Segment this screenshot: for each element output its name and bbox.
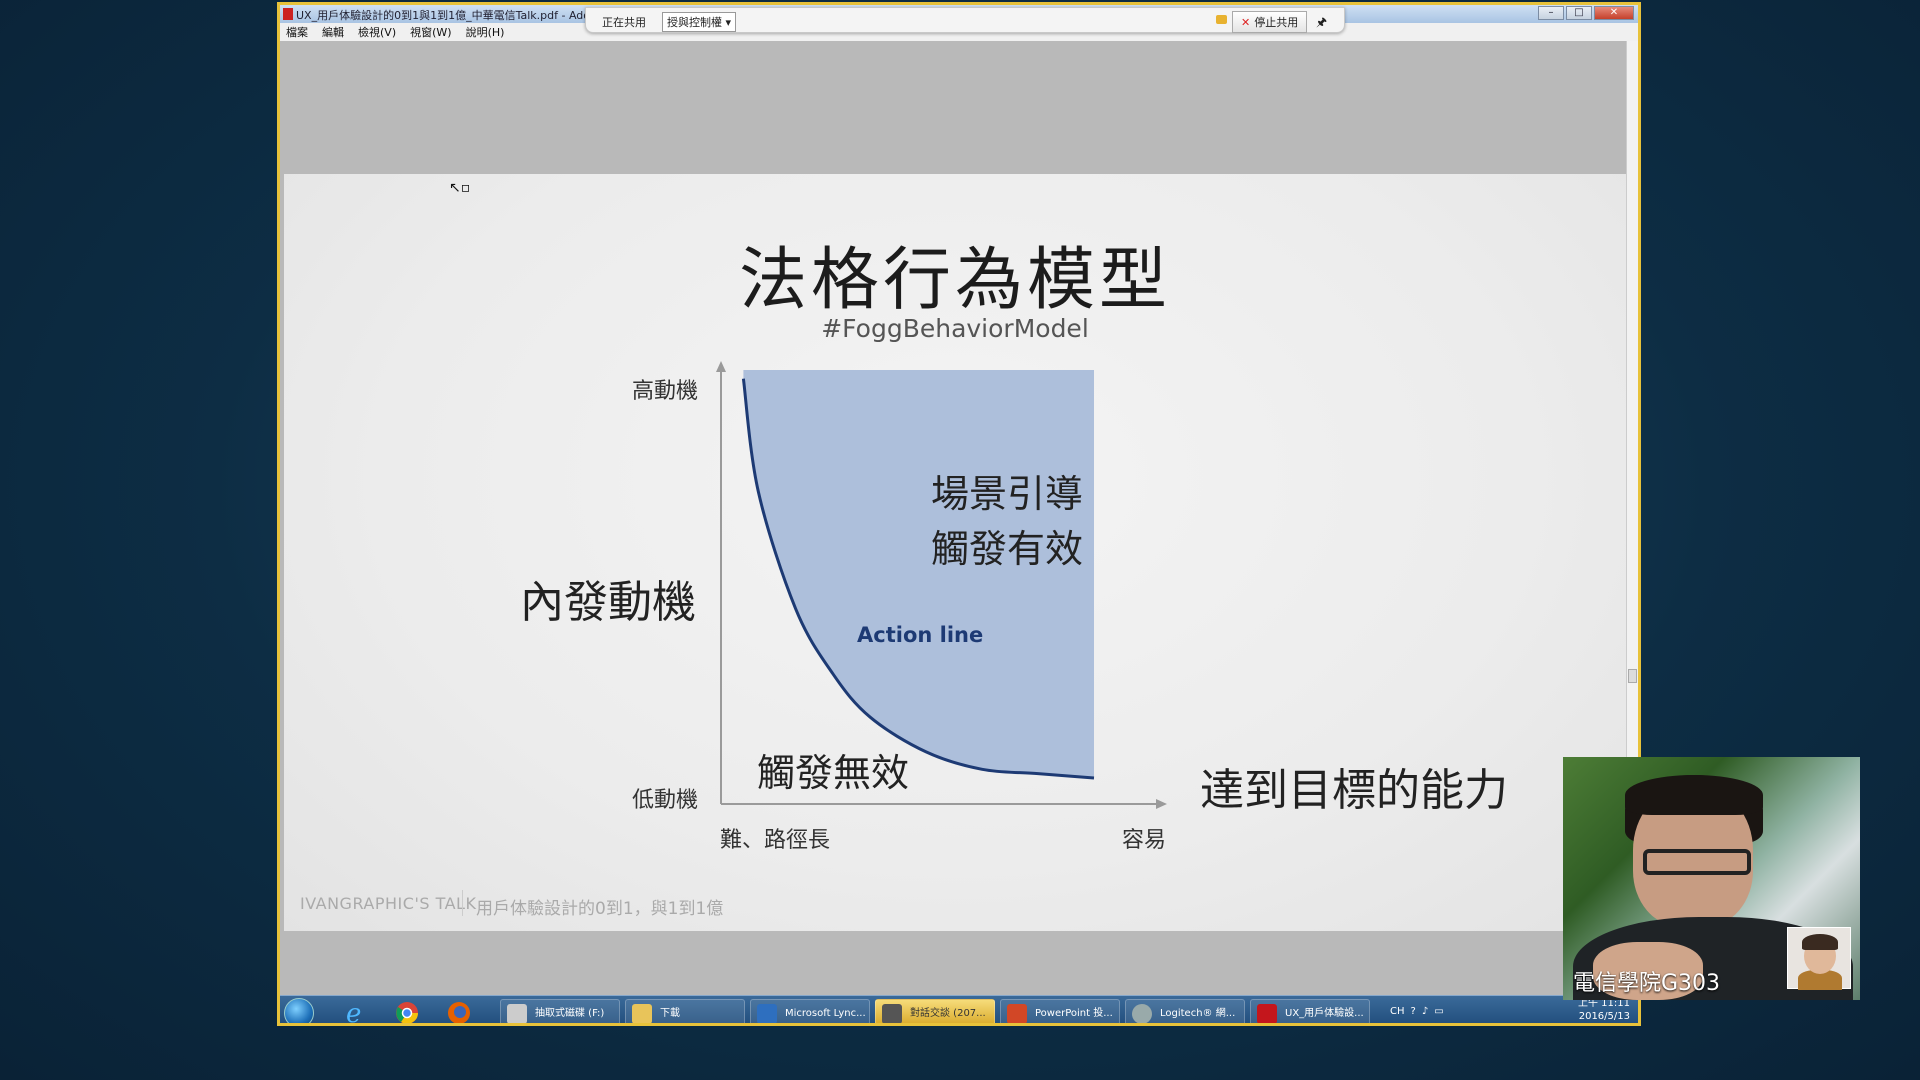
input-language[interactable]: CH xyxy=(1390,1006,1405,1017)
close-button[interactable]: ✕ xyxy=(1594,6,1634,20)
pdf-app-icon xyxy=(283,8,293,20)
upper-region-line2: 觸發有效 xyxy=(931,527,1084,571)
taskbar-item-conversation[interactable]: 對話交談 (207... xyxy=(875,999,995,1023)
ie-taskbar-icon[interactable]: e xyxy=(340,999,376,1026)
window-controls: – □ ✕ xyxy=(1538,6,1634,20)
lower-region-label: 觸發無效 xyxy=(757,751,910,795)
stop-sharing-button[interactable]: ✕ 停止共用 xyxy=(1232,11,1308,33)
scroll-thumb[interactable] xyxy=(1628,669,1637,683)
upper-region-line1: 場景引導 xyxy=(931,472,1084,516)
presenter-hair-top xyxy=(1625,775,1763,815)
menu-file[interactable]: 檔案 xyxy=(286,26,308,39)
x-left-label: 難、路徑長 xyxy=(720,828,831,853)
taskbar-item-drive[interactable]: 抽取式磁碟 (F:) xyxy=(500,999,620,1023)
self-view-body xyxy=(1798,970,1842,990)
taskbar-item-downloads-label: 下載 xyxy=(660,1008,680,1019)
start-button[interactable] xyxy=(284,998,314,1023)
pin-icon[interactable]: 🖈 xyxy=(1316,15,1328,29)
slide-subtitle: #FoggBehaviorModel xyxy=(821,314,1089,343)
network-icon[interactable]: ▭ xyxy=(1434,1006,1444,1017)
system-tray: CH ? ♪ ▭ xyxy=(1390,1006,1444,1017)
chrome-taskbar-icon[interactable] xyxy=(392,999,428,1023)
presenter-hand xyxy=(1593,942,1703,1000)
sharing-status: 正在共用 xyxy=(602,16,646,29)
y-top-label: 高動機 xyxy=(632,379,699,404)
give-control-dropdown[interactable]: 授與控制權 ▾ xyxy=(662,12,737,32)
taskbar-item-lync[interactable]: Microsoft Lync... xyxy=(750,999,870,1023)
taskbar-item-powerpoint[interactable]: PowerPoint 投... xyxy=(1000,999,1120,1023)
stop-icon: ✕ xyxy=(1241,16,1251,29)
shared-screen-frame: UX_用戶体驗設計的0到1與1到1億_中華電信Talk.pdf - Adobe … xyxy=(277,2,1641,1026)
action-line-curve xyxy=(741,378,1095,780)
self-view-hair xyxy=(1802,934,1838,950)
window-title: UX_用戶体驗設計的0到1與1到1億_中華電信Talk.pdf - Adobe xyxy=(296,9,604,22)
taskbar-item-powerpoint-label: PowerPoint 投... xyxy=(1035,1008,1113,1019)
taskbar-item-logitech[interactable]: Logitech® 網... xyxy=(1125,999,1245,1023)
x-axis-arrow xyxy=(1156,799,1167,809)
minimize-button[interactable]: – xyxy=(1538,6,1564,20)
clock-date: 2016/5/13 xyxy=(1578,1011,1630,1022)
menu-window[interactable]: 視窗(W) xyxy=(410,26,452,39)
y-axis-title: 內發動機 xyxy=(520,577,696,628)
menu-view[interactable]: 檢視(V) xyxy=(358,26,397,39)
taskbar-item-downloads[interactable]: 下載 xyxy=(625,999,745,1023)
slide-page: 法格行為模型 #FoggBehaviorModel 高動機 低動機 內發動機 達… xyxy=(284,174,1626,931)
chat-icon[interactable] xyxy=(1216,15,1227,24)
taskbar-item-lync-label: Microsoft Lync... xyxy=(785,1008,866,1019)
x-right-label: 容易 xyxy=(1122,828,1167,853)
footer-brand: IVANGRAPHIC'S TALK xyxy=(300,894,477,913)
svg-text:e: e xyxy=(346,999,361,1026)
motivated-region xyxy=(743,370,1094,778)
firefox-taskbar-icon[interactable] xyxy=(444,999,480,1023)
footer-divider xyxy=(462,890,463,916)
taskbar-item-conversation-label: 對話交談 (207... xyxy=(910,1008,986,1019)
taskbar-item-drive-label: 抽取式磁碟 (F:) xyxy=(535,1008,605,1019)
webcam-caption: 電信學院G303 xyxy=(1573,971,1721,996)
document-view: 法格行為模型 #FoggBehaviorModel 高動機 低動機 內發動機 達… xyxy=(280,41,1626,996)
stop-sharing-label: 停止共用 xyxy=(1254,16,1299,29)
volume-icon[interactable]: ♪ xyxy=(1421,1006,1429,1017)
fogg-chart xyxy=(716,361,1167,809)
taskbar-item-pdf[interactable]: UX_用戶体驗設... xyxy=(1250,999,1370,1023)
footer-talk-title: 用戶体驗設計的0到1，與1到1億 xyxy=(476,899,724,919)
clock[interactable]: 上午 11:11 2016/5/13 xyxy=(1578,997,1630,1023)
presenter-glasses xyxy=(1643,849,1751,875)
help-icon[interactable]: ? xyxy=(1410,1006,1416,1017)
sharing-toolbar: 正在共用 授與控制權 ▾ ✕ 停止共用 🖈 xyxy=(585,7,1345,33)
maximize-button[interactable]: □ xyxy=(1566,6,1592,20)
x-axis-title: 達到目標的能力 xyxy=(1200,765,1508,816)
taskbar-item-logitech-label: Logitech® 網... xyxy=(1160,1008,1236,1019)
slide-title: 法格行為模型 xyxy=(738,241,1171,320)
menu-help[interactable]: 說明(H) xyxy=(465,26,505,39)
clock-time: 上午 11:11 xyxy=(1578,998,1630,1009)
taskbar-item-pdf-label: UX_用戶体驗設... xyxy=(1285,1008,1364,1019)
y-bottom-label: 低動機 xyxy=(632,788,699,813)
mouse-cursor-icon: ↖▫ xyxy=(449,180,471,196)
taskbar: e 抽取式磁碟 (F:) 下載 Microsoft Lync... 對話交談 (… xyxy=(280,995,1638,1026)
webcam-video: 電信學院G303 xyxy=(1563,757,1860,1000)
menu-edit[interactable]: 編輯 xyxy=(322,26,344,39)
self-view-thumbnail[interactable] xyxy=(1787,927,1851,990)
action-line-label: Action line xyxy=(857,623,984,647)
y-axis-arrow xyxy=(716,361,726,372)
